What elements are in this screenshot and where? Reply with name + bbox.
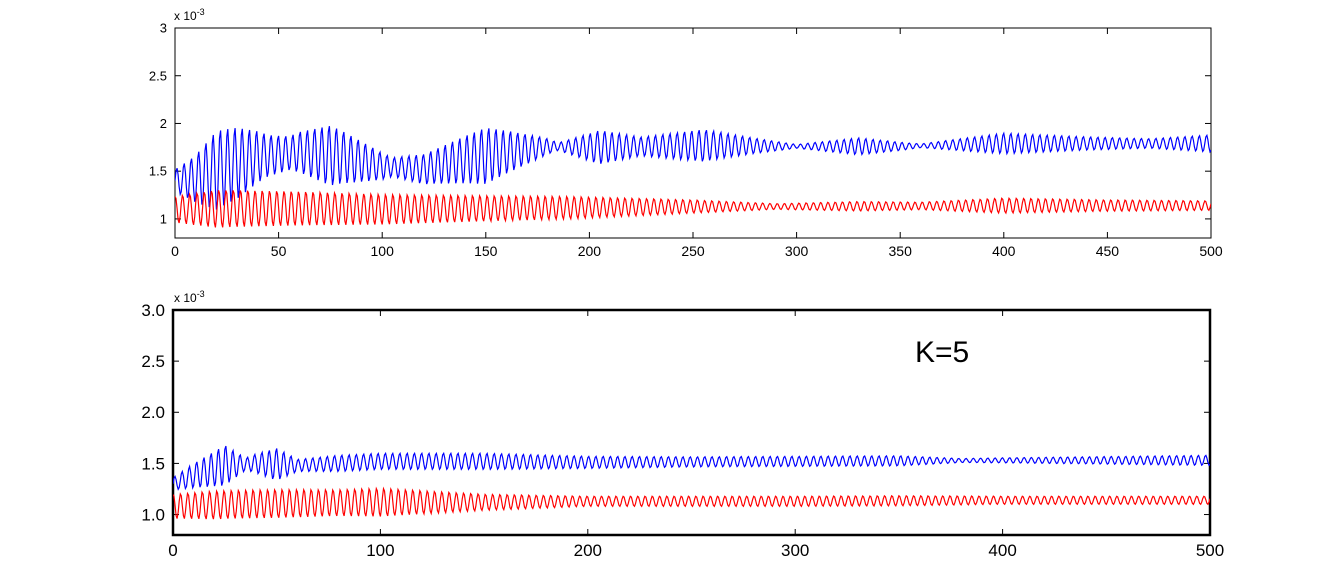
top-chart-x-tick-label: 200: [578, 243, 602, 259]
bottom-chart-series: [173, 445, 1210, 520]
bottom-chart-ticks: [172, 309, 1211, 535]
bottom-chart-y-tick-label: 1.0: [141, 505, 165, 524]
top-chart-y-tick-labels: 1 1.5 2 2.5 3: [149, 21, 167, 227]
top-chart-x-tick-label: 250: [681, 243, 705, 259]
top-chart-x-tick-label: 0: [171, 243, 179, 259]
bottom-chart-annotation: K=5: [915, 336, 969, 369]
bottom-chart-series-line-blue: [173, 445, 1210, 491]
top-chart-x-tick-label: 300: [785, 243, 809, 259]
bottom-chart-y-tick-labels: 1.0 1.5 2.0 2.5 3.0: [141, 301, 165, 525]
top-chart-y-tick-label: 1.5: [149, 164, 167, 179]
bottom-chart-x-tick-label: 100: [366, 541, 394, 560]
top-chart-x-tick-label: 150: [474, 243, 498, 259]
top-chart-y-tick-label: 2: [160, 116, 167, 131]
bottom-chart-y-tick-label: 3.0: [141, 301, 165, 320]
top-chart: 1 1.5 2 2.5 3 0 50 100 150 200 250 300 350 400 450 500…: [149, 7, 1223, 259]
top-chart-y-multiplier: x 10-3: [174, 7, 205, 23]
top-chart-y-tick-label: 3: [160, 21, 167, 36]
top-chart-x-tick-labels: 0 50 100 150 200 250 300 350 400 450 500: [171, 243, 1223, 259]
bottom-chart-x-tick-label: 200: [574, 541, 602, 560]
bottom-chart-x-tick-label: 400: [988, 541, 1016, 560]
bottom-chart-y-tick-label: 2.0: [141, 403, 165, 422]
top-chart-x-tick-label: 500: [1199, 243, 1223, 259]
top-chart-series-line-red: [175, 190, 1211, 228]
bottom-chart-y-tick-label: 1.5: [141, 454, 165, 473]
bottom-chart-series-line-red: [173, 486, 1210, 520]
top-chart-x-tick-label: 450: [1096, 243, 1120, 259]
bottom-chart: 1.01.52.02.53.0 0 100 200 300 400 500 x 10-3 …: [141, 289, 1224, 560]
top-chart-x-tick-label: 100: [371, 243, 395, 259]
bottom-chart-y-tick-label: 2.5: [141, 352, 165, 371]
top-chart-x-tick-label: 350: [889, 243, 913, 259]
top-chart-y-tick-label: 1: [160, 211, 167, 226]
top-chart-series: [175, 125, 1211, 228]
top-chart-y-tick-label: 2.5: [149, 68, 167, 83]
bottom-chart-y-multiplier: x 10-3: [174, 289, 205, 305]
top-chart-x-tick-label: 50: [271, 243, 287, 259]
bottom-chart-plot-area: [171, 308, 1212, 537]
top-chart-x-tick-label: 400: [992, 243, 1016, 259]
bottom-chart-x-tick-label: 0: [168, 541, 177, 560]
bottom-chart-x-tick-label: 300: [781, 541, 809, 560]
top-chart-series-line-blue: [175, 125, 1211, 210]
bottom-chart-x-tick-label: 500: [1196, 541, 1224, 560]
bottom-chart-x-tick-labels: 0 100 200 300 400 500: [168, 541, 1224, 560]
